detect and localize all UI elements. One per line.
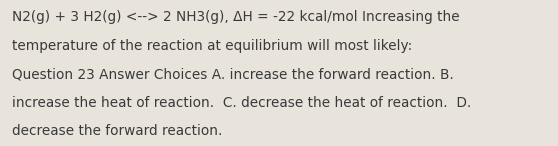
Text: increase the heat of reaction.  C. decrease the heat of reaction.  D.: increase the heat of reaction. C. decrea… <box>12 96 472 110</box>
Text: temperature of the reaction at equilibrium will most likely:: temperature of the reaction at equilibri… <box>12 39 412 53</box>
Text: N2(g) + 3 H2(g) <--> 2 NH3(g), ΔH = -22 kcal/mol Increasing the: N2(g) + 3 H2(g) <--> 2 NH3(g), ΔH = -22 … <box>12 10 460 24</box>
Text: decrease the forward reaction.: decrease the forward reaction. <box>12 124 223 138</box>
Text: Question 23 Answer Choices A. increase the forward reaction. B.: Question 23 Answer Choices A. increase t… <box>12 67 454 81</box>
